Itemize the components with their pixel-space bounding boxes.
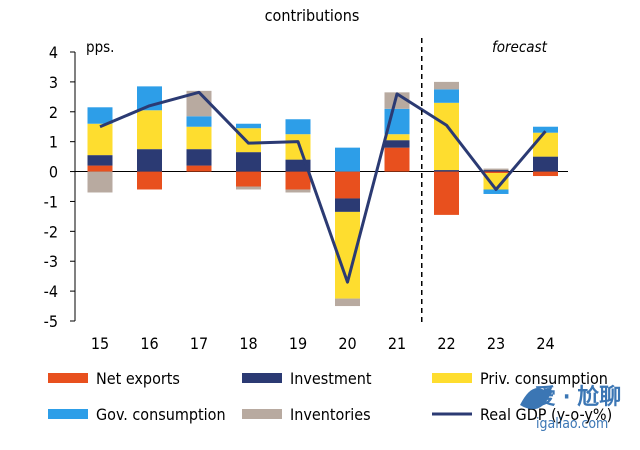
- x-tick-label: 22: [437, 334, 455, 353]
- legend-swatch-gov_consumption: [48, 409, 88, 419]
- bar-investment-18: [236, 152, 261, 172]
- bar-inventories-19: [285, 189, 311, 193]
- x-tick-label: 20: [338, 334, 356, 353]
- bar-inventories-15: [87, 171, 113, 193]
- bar-net_exports-19: [285, 171, 311, 190]
- bar-inventories-23: [483, 168, 509, 171]
- x-tick-label: 16: [140, 334, 158, 353]
- bar-gov_consumption-24: [533, 126, 558, 133]
- bar-priv_consumption-15: [87, 123, 113, 156]
- y-tick-label: -4: [44, 282, 58, 301]
- watermark-brand: 爱 · 尬聊: [534, 384, 621, 410]
- bar-net_exports-17: [186, 165, 212, 172]
- bar-net_exports-21: [384, 147, 410, 172]
- watermark-site: igaliao.com: [536, 416, 608, 432]
- legend-label-priv_consumption: Priv. consumption: [480, 369, 608, 388]
- x-tick-label: 21: [388, 334, 406, 353]
- legend-swatch-investment: [242, 373, 282, 383]
- bar-gov_consumption-22: [434, 89, 459, 103]
- bar-net_exports-15: [87, 165, 113, 172]
- bar-investment-21: [384, 140, 410, 148]
- bar-investment-20: [335, 198, 360, 212]
- x-tick-label: 18: [239, 334, 257, 353]
- bar-net_exports-23: [483, 171, 509, 174]
- forecast-annotation: forecast: [492, 38, 548, 56]
- bar-priv_consumption-17: [186, 126, 212, 150]
- bar-gov_consumption-15: [87, 107, 113, 124]
- y-tick-label: -1: [44, 192, 58, 211]
- chart-title-line: contributions: [265, 6, 360, 25]
- bar-gov_consumption-17: [186, 116, 212, 127]
- x-tick-label: 23: [487, 334, 505, 353]
- legend-label-investment: Investment: [290, 369, 372, 388]
- legend-label-net_exports: Net exports: [96, 369, 180, 388]
- bar-investment-22: [434, 170, 459, 172]
- bar-priv_consumption-16: [137, 110, 162, 150]
- bar-net_exports-16: [137, 171, 162, 190]
- x-tick-label: 19: [289, 334, 307, 353]
- chart-legend: Net exports Investment Priv. consumption Go…: [48, 369, 612, 424]
- y-tick-label: 3: [49, 73, 58, 92]
- y-axis: -5 -4 -3 -2 -1 0 1 2 3 4: [44, 43, 76, 331]
- bar-priv_consumption-23: [483, 173, 509, 190]
- bar-net_exports-18: [236, 171, 261, 187]
- bar-inventories-20: [335, 298, 360, 307]
- y-axis-unit-label: pps.: [86, 38, 114, 56]
- gdp-line-series: [99, 90, 547, 284]
- legend-swatch-inventories: [242, 409, 282, 419]
- bar-priv_consumption-18: [236, 128, 261, 153]
- y-tick-label: 1: [49, 133, 58, 152]
- bar-gov_consumption-19: [285, 119, 311, 135]
- y-tick-label: -2: [44, 222, 58, 241]
- x-axis-tick-labels: 15 16 17 18 19 20 21 22 23 24: [91, 334, 555, 353]
- y-tick-label: -5: [44, 312, 58, 331]
- y-tick-label: 0: [49, 163, 58, 182]
- x-tick-label: 24: [536, 334, 554, 353]
- legend-label-gdp: Real GDP (y-o-y%): [480, 405, 612, 424]
- bar-gov_consumption-23: [483, 189, 509, 194]
- bar-investment-16: [137, 149, 162, 172]
- y-tick-label: 4: [49, 43, 58, 62]
- bar-net_exports-22: [434, 171, 459, 215]
- y-tick-label: -3: [44, 252, 58, 271]
- x-tick-label: 15: [91, 334, 109, 353]
- bar-gov_consumption-20: [335, 147, 360, 172]
- bar-priv_consumption-19: [285, 134, 311, 160]
- x-tick-label: 17: [190, 334, 208, 353]
- bar-investment-17: [186, 149, 212, 166]
- bar-inventories-18: [236, 186, 261, 190]
- legend-swatch-priv_consumption: [432, 373, 472, 383]
- watermark-logo-icon: [520, 387, 552, 410]
- bar-priv_consumption-21: [384, 134, 410, 141]
- y-tick-label: 2: [49, 103, 58, 122]
- bar-net_exports-24: [533, 171, 558, 177]
- bar-investment-23: [483, 170, 509, 172]
- bar-gov_consumption-18: [236, 123, 261, 129]
- watermark: 爱 · 尬聊 igaliao.com: [520, 384, 621, 432]
- bar-investment-24: [533, 156, 558, 172]
- bar-series: [87, 81, 558, 307]
- bar-investment-15: [87, 155, 113, 166]
- chart-title: contributions: [265, 6, 360, 25]
- bar-investment-19: [285, 159, 311, 172]
- bar-inventories-22: [434, 81, 459, 90]
- legend-label-inventories: Inventories: [290, 405, 371, 424]
- bar-priv_consumption-24: [533, 132, 558, 157]
- legend-label-gov_consumption: Gov. consumption: [96, 405, 226, 424]
- gdp-line: [99, 90, 547, 284]
- bar-net_exports-20: [335, 171, 360, 199]
- legend-swatch-net_exports: [48, 373, 88, 383]
